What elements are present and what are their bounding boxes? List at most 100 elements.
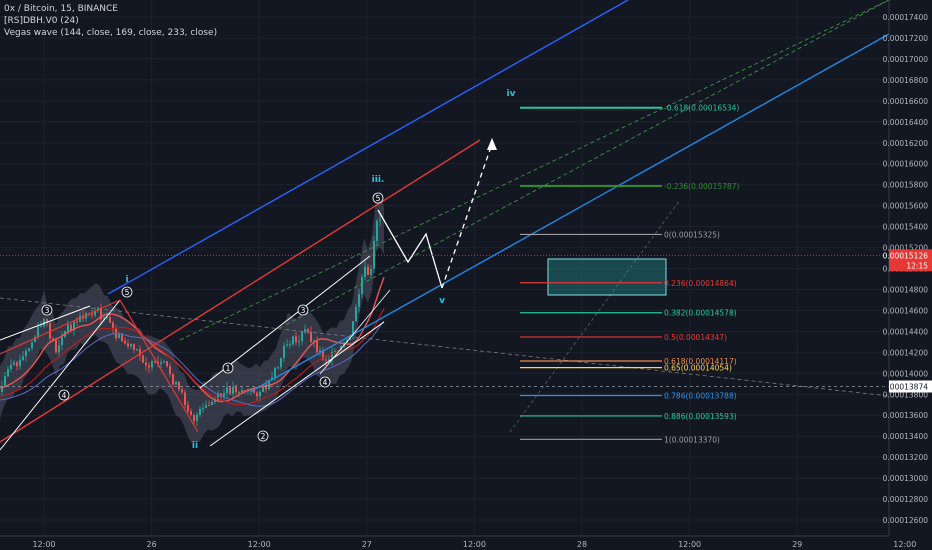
- channel-dash-green-1: [179, 0, 890, 341]
- candle-body: [289, 344, 291, 346]
- candle-body: [319, 350, 321, 353]
- price-tick-label: 0.00013600: [883, 411, 929, 420]
- price-tick-label: 0.00016800: [883, 76, 929, 85]
- trend-dash-grey: [0, 297, 890, 397]
- candle-body: [220, 393, 222, 397]
- price-tick-label: 0.00012600: [883, 516, 929, 525]
- candle-body: [307, 329, 309, 333]
- channel-lower-blue: [249, 33, 890, 393]
- candle-body: [295, 336, 297, 343]
- candle-body: [196, 414, 198, 421]
- candle-body: [133, 343, 135, 350]
- indicator-vegas-wave[interactable]: Vegas wave (144, close, 169, close, 233,…: [4, 28, 218, 38]
- candle-body: [364, 266, 366, 278]
- price-tick-label: 0.00015200: [883, 244, 929, 253]
- price-tick-label: 0.00014200: [883, 348, 929, 357]
- time-axis[interactable]: 12:002612:002712:002812:002912:003012:00…: [32, 540, 932, 549]
- indicator-rsdbh[interactable]: [RS]DBH.V0 (24): [4, 16, 79, 26]
- price-tick-label: 0.00014000: [883, 369, 929, 378]
- candle-body: [379, 219, 381, 221]
- candle-body: [7, 369, 9, 377]
- current-price-countdown: 12:15: [906, 261, 928, 270]
- symbol-title[interactable]: 0x / Bitcoin, 15, BINANCE: [4, 4, 118, 14]
- wave-label-minor: 3: [45, 306, 50, 315]
- fib-label: 1(0.00013370): [664, 435, 720, 444]
- candle-body: [262, 384, 264, 393]
- fib-label: 0.65(0.00014054): [664, 364, 732, 373]
- candle-body: [298, 341, 300, 343]
- price-tick-label: 0.00014800: [883, 285, 929, 294]
- candle-body: [358, 294, 360, 307]
- candle-body: [61, 336, 63, 346]
- candle-body: [235, 387, 237, 393]
- candle-body: [238, 392, 240, 394]
- time-tick-label: 26: [147, 540, 157, 549]
- candle-body: [52, 338, 54, 341]
- time-tick-label: 12:00: [248, 540, 271, 549]
- candle-body: [205, 405, 207, 408]
- candle-body: [67, 324, 69, 332]
- fib-label: -0.618(0.00016534): [664, 104, 739, 113]
- drawings: [0, 0, 890, 451]
- candle-body: [373, 240, 375, 269]
- ma-line-blue: [0, 320, 385, 407]
- ma-line-darkred: [0, 308, 385, 406]
- candle-body: [91, 314, 93, 316]
- price-tick-label: 0.00012800: [883, 495, 929, 504]
- wave-label-major: iii.: [372, 175, 385, 185]
- candle-body: [163, 361, 165, 363]
- candle-body: [178, 381, 180, 390]
- chart-legend: 0x / Bitcoin, 15, BINANCE [RS]DBH.V0 (24…: [4, 3, 217, 39]
- time-axis-panel[interactable]: [0, 536, 932, 550]
- wave-label-major: v: [439, 296, 445, 306]
- candle-body: [109, 316, 111, 323]
- candle-body: [40, 326, 42, 328]
- price-tick-label: 0.00015600: [883, 202, 929, 211]
- channel-dash-green-2: [279, 0, 890, 329]
- candle-body: [301, 332, 303, 342]
- candle-body: [49, 322, 51, 339]
- time-tick-label: 29: [792, 540, 802, 549]
- candle-body: [328, 359, 330, 361]
- wave-label-minor-circle: [58, 389, 70, 401]
- fib-label: 0(0.00015325): [664, 230, 720, 239]
- candle-body: [160, 362, 162, 364]
- fib-label: -0.236(0.00015787): [664, 182, 739, 191]
- wave-label-minor-circle: [372, 192, 384, 204]
- wave-channel-left-a: [0, 299, 121, 451]
- candle-body: [25, 350, 27, 357]
- candle-body: [106, 316, 108, 318]
- candle-body: [103, 317, 105, 320]
- candle-body: [274, 367, 276, 378]
- price-axis[interactable]: 0.00017400 0.00017200 0.00017000 0.00016800…: [883, 13, 929, 525]
- candle-body: [19, 360, 21, 367]
- fib-levels: -0.618(0.00016534) -0.236(0.00015787) 0(0.…: [520, 104, 739, 444]
- time-tick-label: 12:00: [463, 540, 486, 549]
- wave-label-minor-circle: [222, 362, 234, 374]
- price-tick-label: 0.00013200: [883, 453, 929, 462]
- candle-body: [130, 343, 132, 347]
- candle-body: [361, 277, 363, 295]
- marked-price-value: 0.00013874: [883, 382, 929, 391]
- projection-arrow-head: [487, 138, 497, 150]
- candle-body: [316, 340, 318, 353]
- candle-body: [322, 350, 324, 360]
- channel-mid-red: [0, 139, 481, 443]
- candle-body: [73, 321, 75, 331]
- candle-body: [352, 321, 354, 336]
- candle-body: [127, 343, 129, 347]
- candle-body: [376, 220, 378, 241]
- candle-body: [370, 268, 372, 275]
- candle-body: [55, 340, 57, 353]
- fib-label: 0.618(0.00014117): [664, 357, 737, 366]
- price-tick-label: 0.00013800: [883, 390, 929, 399]
- candle-body: [94, 310, 96, 316]
- candle-body: [148, 365, 150, 368]
- candle-body: [172, 373, 174, 385]
- candle-body: [187, 404, 189, 412]
- wave-label-minor: 5: [376, 194, 381, 203]
- candle-body: [100, 307, 102, 320]
- candle-body: [136, 348, 138, 350]
- wave-i-red-path: [0, 299, 121, 355]
